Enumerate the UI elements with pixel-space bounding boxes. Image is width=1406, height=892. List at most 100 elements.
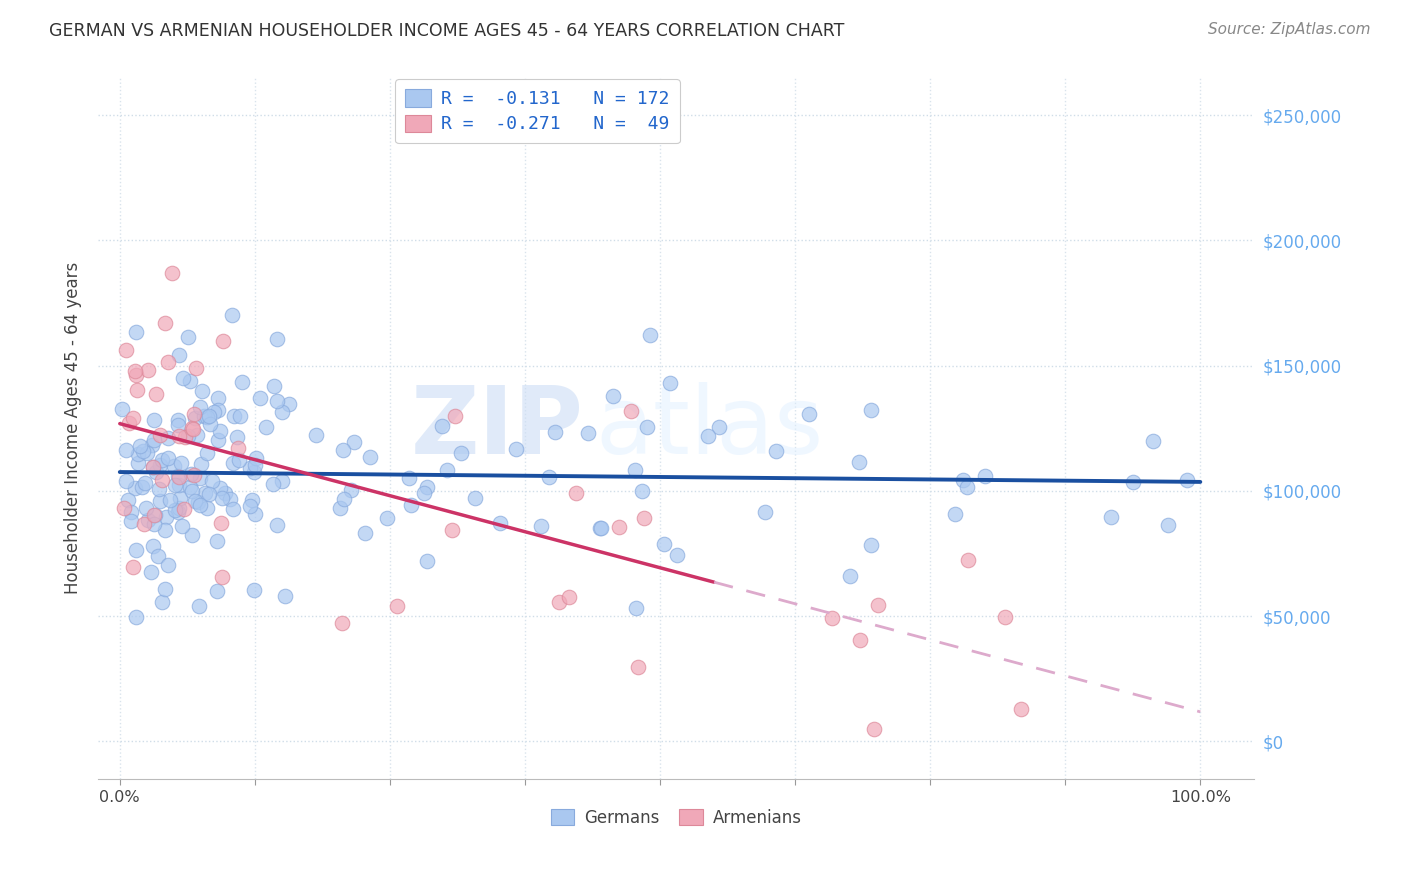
Point xyxy=(797,407,820,421)
Point xyxy=(145,466,167,480)
Point xyxy=(207,403,229,417)
Point xyxy=(167,418,190,433)
Point xyxy=(343,435,366,450)
Point xyxy=(155,509,177,524)
Point xyxy=(1122,475,1144,489)
Point xyxy=(200,417,222,432)
Point xyxy=(191,384,214,398)
Point xyxy=(254,420,277,434)
Point xyxy=(270,474,292,488)
Point xyxy=(183,407,205,421)
Point xyxy=(202,405,225,419)
Point xyxy=(170,519,193,533)
Text: atlas: atlas xyxy=(595,382,824,475)
Point xyxy=(440,523,463,537)
Point xyxy=(122,559,145,574)
Point xyxy=(973,469,995,483)
Point xyxy=(198,409,221,423)
Point xyxy=(416,481,439,495)
Point xyxy=(160,266,183,280)
Point xyxy=(136,513,159,527)
Text: Source: ZipAtlas.com: Source: ZipAtlas.com xyxy=(1208,22,1371,37)
Point xyxy=(173,502,195,516)
Point xyxy=(124,481,146,495)
Point xyxy=(239,460,262,475)
Text: ZIP: ZIP xyxy=(411,382,583,475)
Point xyxy=(134,476,156,491)
Point xyxy=(548,595,571,609)
Point xyxy=(863,722,886,736)
Point xyxy=(212,334,235,349)
Point xyxy=(709,420,731,434)
Point xyxy=(195,501,218,516)
Point xyxy=(139,565,162,579)
Point xyxy=(221,501,243,516)
Point xyxy=(172,371,194,385)
Point xyxy=(530,518,553,533)
Point xyxy=(231,375,253,389)
Point xyxy=(399,498,422,512)
Point xyxy=(159,492,181,507)
Point xyxy=(243,458,266,472)
Point xyxy=(157,450,180,465)
Point xyxy=(167,428,190,442)
Point xyxy=(266,517,288,532)
Point xyxy=(631,484,654,499)
Point xyxy=(120,505,142,519)
Point xyxy=(124,543,146,558)
Point xyxy=(266,332,288,346)
Point xyxy=(117,493,139,508)
Point xyxy=(222,456,245,470)
Point xyxy=(1099,509,1122,524)
Point xyxy=(184,360,207,375)
Point xyxy=(240,493,263,508)
Point xyxy=(329,500,352,515)
Legend: Germans, Armenians: Germans, Armenians xyxy=(544,803,808,834)
Point xyxy=(263,379,285,393)
Point xyxy=(245,507,267,521)
Point xyxy=(665,548,688,562)
Point xyxy=(640,327,662,342)
Point xyxy=(115,343,138,357)
Point xyxy=(152,595,174,609)
Point xyxy=(228,453,250,467)
Point xyxy=(658,376,681,390)
Point xyxy=(188,599,211,613)
Point xyxy=(219,491,242,506)
Point xyxy=(249,391,271,405)
Point xyxy=(242,583,264,598)
Point xyxy=(153,316,176,330)
Point xyxy=(305,428,328,442)
Point xyxy=(624,601,647,615)
Point xyxy=(153,582,176,596)
Point xyxy=(430,418,453,433)
Point xyxy=(120,514,142,528)
Point xyxy=(149,494,172,508)
Point xyxy=(115,474,138,488)
Point xyxy=(607,519,630,533)
Point xyxy=(201,475,224,489)
Point xyxy=(866,598,889,612)
Point xyxy=(209,482,232,496)
Point xyxy=(375,511,398,525)
Point xyxy=(444,409,467,423)
Point xyxy=(179,480,201,494)
Point xyxy=(952,473,974,487)
Point xyxy=(177,330,200,344)
Point xyxy=(173,430,195,444)
Point xyxy=(353,525,375,540)
Point xyxy=(135,446,157,460)
Point xyxy=(141,438,163,452)
Point xyxy=(180,467,202,482)
Point xyxy=(956,552,979,566)
Point xyxy=(266,394,288,409)
Point xyxy=(184,410,207,425)
Point xyxy=(1156,518,1178,533)
Point xyxy=(127,447,149,461)
Point xyxy=(589,521,612,535)
Point xyxy=(195,409,218,424)
Point xyxy=(125,325,148,339)
Text: GERMAN VS ARMENIAN HOUSEHOLDER INCOME AGES 45 - 64 YEARS CORRELATION CHART: GERMAN VS ARMENIAN HOUSEHOLDER INCOME AG… xyxy=(49,22,845,40)
Point xyxy=(184,494,207,508)
Point xyxy=(505,442,527,456)
